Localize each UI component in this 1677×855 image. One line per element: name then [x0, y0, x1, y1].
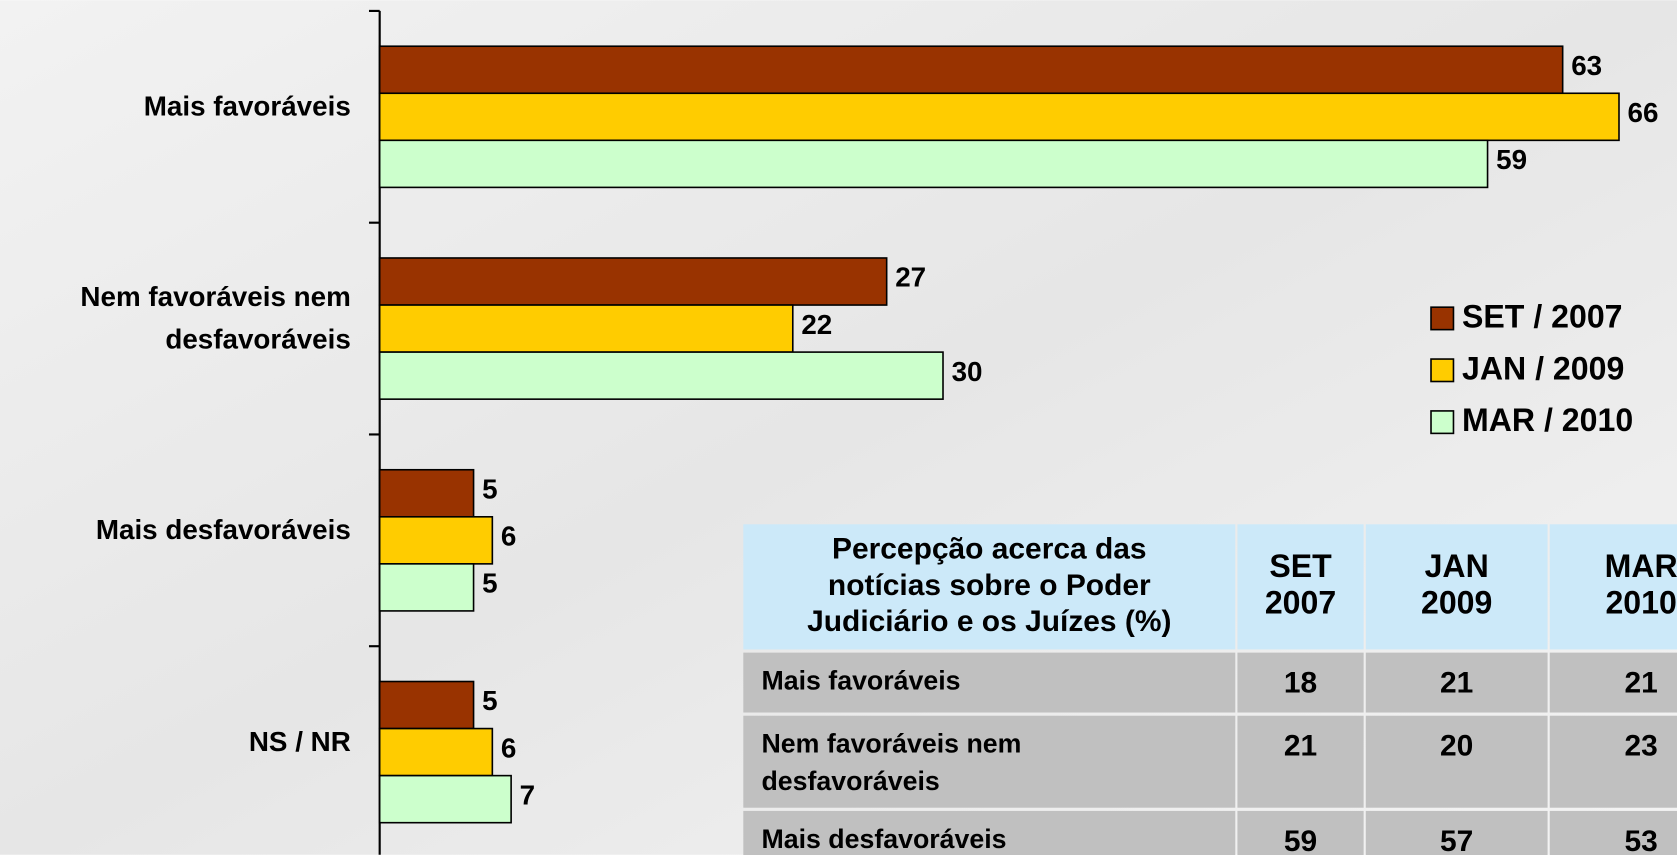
table-cell — [1237, 810, 1364, 855]
table-value: 53 — [1625, 825, 1658, 855]
table-value: 59 — [1284, 825, 1317, 855]
row-label: Mais desfavoráveis — [761, 824, 1006, 854]
header-text: 2010 — [1605, 585, 1676, 621]
bar — [378, 563, 475, 612]
value-label: 5 — [482, 473, 497, 504]
table-value: 18 — [1284, 667, 1317, 700]
legend-swatch — [1430, 306, 1455, 331]
bar — [378, 468, 475, 518]
table-cell — [1365, 810, 1548, 855]
category-label: Nem favoráveis nem — [80, 281, 350, 312]
header-cell — [743, 524, 1236, 650]
value-label: 22 — [801, 309, 832, 340]
value-label: 30 — [952, 356, 983, 387]
header-text: SET — [1269, 548, 1332, 584]
value-label: 66 — [1628, 97, 1659, 128]
bar — [378, 139, 1489, 189]
value-label: 5 — [482, 568, 497, 599]
header-cell — [1365, 524, 1548, 650]
value-label: 6 — [501, 732, 516, 763]
bar — [378, 92, 1620, 142]
bar — [378, 774, 512, 824]
table-cell — [1365, 652, 1548, 713]
category-label: desfavoráveis — [165, 324, 350, 355]
bar — [378, 351, 944, 400]
table-cell — [1237, 715, 1364, 808]
bar — [378, 45, 1564, 95]
value-label: 5 — [482, 685, 497, 716]
bar — [378, 257, 888, 306]
value-label: 7 — [520, 779, 535, 810]
table-value: 21 — [1440, 667, 1473, 700]
table-value: 23 — [1625, 730, 1658, 763]
bar — [378, 727, 494, 777]
table-value: 21 — [1284, 730, 1317, 763]
table-cell — [743, 652, 1236, 713]
legend-label: MAR / 2010 — [1462, 402, 1633, 438]
category-label: NS / NR — [249, 726, 351, 757]
table-cell — [1549, 810, 1677, 855]
header-cell — [1549, 524, 1677, 650]
table-value: 20 — [1440, 730, 1473, 763]
table-cell — [743, 810, 1236, 855]
header-text: notícias sobre o Poder — [828, 569, 1151, 602]
table-cell — [1237, 652, 1364, 713]
value-label: 59 — [1496, 144, 1527, 175]
legend-swatch — [1430, 358, 1455, 383]
header-text: MAR — [1605, 548, 1677, 584]
header-text: Percepção acerca das — [832, 532, 1147, 565]
bar — [378, 516, 494, 565]
category-label: Mais desfavoráveis — [96, 514, 351, 545]
table-value: 57 — [1440, 825, 1473, 855]
legend-swatch — [1430, 410, 1455, 435]
value-label: 6 — [501, 521, 516, 552]
table-value: 21 — [1625, 667, 1658, 700]
header-text: JAN — [1425, 548, 1489, 584]
bar — [378, 304, 794, 353]
row-label: Mais favoráveis — [761, 666, 960, 696]
header-text: 2007 — [1265, 585, 1336, 621]
row-label: Nem favoráveis nem — [761, 729, 1021, 759]
value-label: 63 — [1571, 50, 1602, 81]
header-text: Judiciário e os Juízes (%) — [807, 605, 1171, 638]
bar — [378, 680, 475, 730]
value-label: 27 — [895, 262, 926, 293]
table-cell — [1549, 652, 1677, 713]
legend-label: SET / 2007 — [1462, 298, 1623, 334]
table-cell — [1365, 715, 1548, 808]
table-cell — [1549, 715, 1677, 808]
category-label: Mais favoráveis — [144, 91, 351, 122]
row-label: desfavoráveis — [761, 766, 939, 796]
header-text: 2009 — [1421, 585, 1492, 621]
legend-label: JAN / 2009 — [1462, 350, 1624, 386]
table-cell — [743, 715, 1236, 808]
header-cell — [1237, 524, 1364, 650]
